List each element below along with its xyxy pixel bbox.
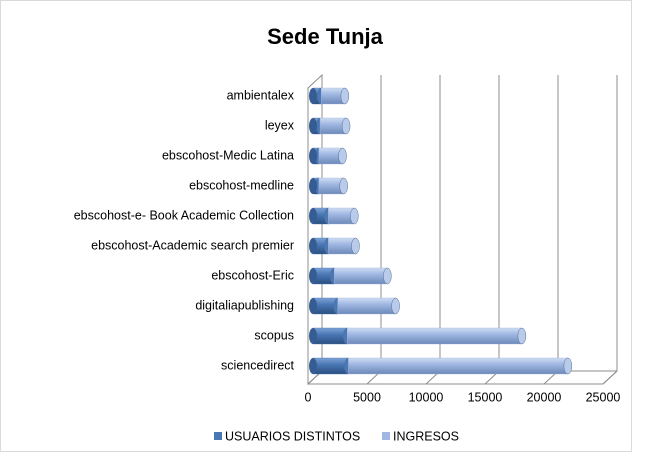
bar-segment	[312, 357, 349, 375]
bar-cap	[383, 267, 392, 285]
y-tick-label: digitaliapublishing	[195, 298, 294, 312]
y-tick-label: ebscohost-Medic Latina	[162, 148, 294, 162]
x-tick-label: 5000	[353, 390, 381, 404]
bar-cap	[517, 327, 527, 345]
x-tick-label: 0	[305, 390, 312, 404]
bar-cap	[351, 237, 360, 255]
y-tick-label: ambientalex	[227, 88, 295, 102]
bar-cap	[340, 87, 350, 105]
bar-base	[309, 148, 317, 164]
bar-cap	[339, 177, 348, 195]
bar-base	[309, 118, 317, 134]
y-tick-label: leyex	[265, 118, 295, 132]
bar-segment	[348, 357, 569, 375]
bar-base	[309, 328, 317, 344]
y-tick-label: ebscohost-Academic search premier	[91, 238, 294, 252]
floor-grid-line	[602, 370, 618, 385]
legend-label: INGRESOS	[393, 429, 459, 443]
bar-base	[309, 208, 317, 224]
bar-cap	[341, 117, 351, 135]
bar-base	[309, 178, 317, 194]
bar-cap	[350, 207, 359, 225]
bar-cap	[338, 147, 347, 165]
y-tick-label: ebscohost-medline	[189, 178, 294, 192]
bar-segment	[337, 297, 396, 315]
bar-base	[309, 88, 317, 104]
bar-segment	[347, 327, 523, 345]
bar-base	[309, 238, 317, 254]
bar-segment	[334, 267, 388, 285]
chart-title: Sede Tunja	[267, 24, 383, 49]
legend-label: USUARIOS DISTINTOS	[225, 429, 360, 443]
legend-swatch	[214, 432, 222, 440]
bar-base	[309, 268, 317, 284]
y-tick-label: sciencedirect	[221, 358, 294, 372]
y-tick-label: ebscohost-e- Book Academic Collection	[74, 208, 294, 222]
y-tick-label: scopus	[254, 328, 294, 342]
x-tick-label: 10000	[409, 390, 444, 404]
legend-swatch	[382, 432, 390, 440]
bar-base	[309, 298, 317, 314]
x-tick-label: 20000	[527, 390, 562, 404]
bar-segment	[312, 327, 348, 345]
bar-cap	[563, 357, 573, 375]
x-tick-label: 15000	[468, 390, 503, 404]
bar-base	[309, 358, 317, 374]
x-tick-label: 25000	[586, 390, 621, 404]
bar-cap	[391, 297, 400, 315]
y-tick-label: ebscohost-Eric	[211, 268, 294, 282]
